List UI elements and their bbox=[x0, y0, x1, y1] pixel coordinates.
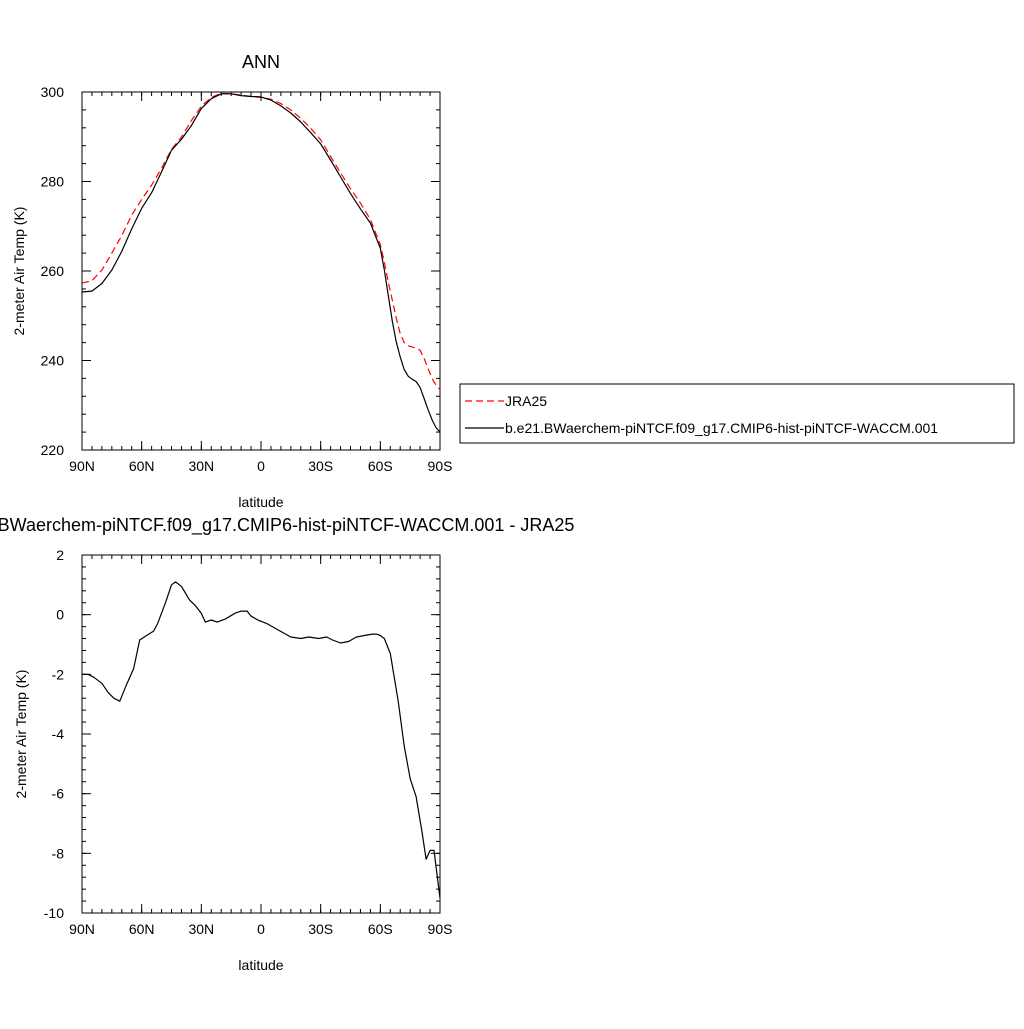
y-tick-label: 2 bbox=[56, 547, 64, 563]
y-tick-label: 260 bbox=[41, 263, 65, 279]
y-tick-label: -6 bbox=[52, 786, 65, 802]
y-tick-label: -8 bbox=[52, 845, 65, 861]
chart-panel-2: b.e21.BWaerchem-piNTCF.f09_g17.CMIP6-his… bbox=[0, 515, 574, 973]
plot-frame bbox=[81, 554, 441, 914]
y-tick-label: 300 bbox=[41, 84, 65, 100]
y-tick-label: 220 bbox=[41, 442, 65, 458]
series-line-2 bbox=[81, 93, 441, 433]
y-tick-label: 0 bbox=[56, 607, 64, 623]
y-tick-label: -2 bbox=[52, 666, 65, 682]
series-line-1 bbox=[81, 92, 441, 390]
x-tick-label: 30S bbox=[308, 458, 333, 474]
plot-frame bbox=[81, 91, 441, 451]
chart-panel-1: ANN 90N 60N 30N 0 30S 60S 90S 220 240 260 280 300 lat… bbox=[11, 52, 1015, 510]
y-axis-title: 2-meter Air Temp (K) bbox=[13, 670, 29, 799]
x-tick-label: 60N bbox=[129, 458, 155, 474]
x-tick-label: 30S bbox=[308, 921, 333, 937]
legend-label: JRA25 bbox=[505, 393, 547, 409]
chart-title: ANN bbox=[242, 52, 280, 72]
x-axis-title: latitude bbox=[238, 494, 283, 510]
x-tick-label: 90S bbox=[428, 458, 453, 474]
legend: JRA25 b.e21.BWaerchem-piNTCF.f09_g17.CMIP… bbox=[459, 383, 1015, 444]
x-tick-label: 60S bbox=[368, 458, 393, 474]
x-tick-label: 90N bbox=[69, 458, 95, 474]
series-line-1 bbox=[82, 581, 441, 899]
x-tick-label: 90S bbox=[428, 921, 453, 937]
chart-title: b.e21.BWaerchem-piNTCF.f09_g17.CMIP6-his… bbox=[0, 515, 574, 536]
legend-label: b.e21.BWaerchem-piNTCF.f09_g17.CMIP6-his… bbox=[505, 420, 938, 436]
x-axis-title: latitude bbox=[238, 957, 283, 973]
x-tick-label: 60S bbox=[368, 921, 393, 937]
x-tick-label: 0 bbox=[257, 458, 265, 474]
y-axis-title: 2-meter Air Temp (K) bbox=[11, 207, 27, 336]
x-tick-label: 0 bbox=[257, 921, 265, 937]
y-tick-label: 240 bbox=[41, 353, 65, 369]
x-tick-label: 30N bbox=[188, 921, 214, 937]
legend-box bbox=[459, 383, 1015, 444]
x-tick-label: 30N bbox=[188, 458, 214, 474]
x-tick-label: 90N bbox=[69, 921, 95, 937]
x-tick-label: 60N bbox=[129, 921, 155, 937]
y-tick-label: -10 bbox=[44, 905, 64, 921]
y-tick-label: 280 bbox=[41, 174, 65, 190]
y-tick-label: -4 bbox=[52, 726, 65, 742]
